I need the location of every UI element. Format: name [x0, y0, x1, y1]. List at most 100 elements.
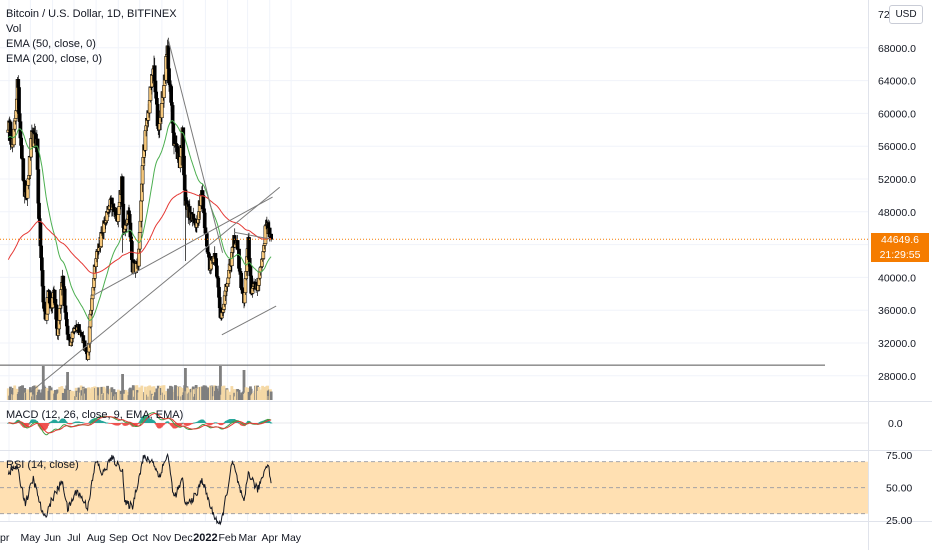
volume-bar [237, 389, 241, 400]
candle-body [260, 259, 264, 267]
candle-body [248, 266, 253, 277]
volume-bar [31, 386, 35, 400]
macd-hist-bar [180, 423, 184, 425]
volume-bar [167, 393, 171, 400]
volume-bar [66, 372, 69, 400]
candle-body [217, 297, 222, 308]
macd-hist-bar [7, 423, 10, 424]
volume-bar [112, 389, 116, 400]
volume-bar [258, 391, 262, 400]
candle-body [226, 277, 231, 284]
candle-body [155, 97, 159, 105]
macd-hist-bar [164, 423, 167, 424]
volume-bar [77, 387, 81, 400]
ema200-line [7, 190, 272, 274]
candle-body [64, 312, 68, 320]
volume-bar [254, 385, 258, 400]
candle-body [227, 270, 231, 279]
volume-bar [233, 392, 237, 400]
volume-bar [91, 387, 94, 400]
time-tick-label: Aug [87, 532, 106, 544]
candle-body [257, 271, 262, 279]
ema200-legend[interactable]: EMA (200, close, 0) [6, 53, 102, 65]
time-tick-label: Nov [153, 532, 172, 544]
candle-body [140, 183, 144, 202]
candle-body [222, 295, 227, 305]
macd-tick-label: 0.0 [888, 418, 903, 430]
candle-body [63, 305, 68, 313]
candle-body [247, 237, 251, 259]
rsi-line [7, 452, 272, 526]
time-tick-label: Jul [67, 532, 80, 544]
candle-body [200, 190, 205, 196]
candle-body [57, 320, 61, 330]
candle-body [53, 299, 58, 305]
time-tick-label: Sep [109, 532, 128, 544]
ema50-legend[interactable]: EMA (50, close, 0) [6, 38, 96, 50]
candle-body [89, 309, 93, 315]
volume-bar [152, 386, 156, 400]
candle-body [21, 158, 26, 181]
volume-bar [176, 386, 180, 400]
time-tick-label: Feb [219, 532, 237, 544]
candle-body [39, 245, 43, 258]
volume-bar [75, 390, 79, 400]
volume-bar [231, 389, 235, 400]
time-tick-label: Jun [44, 532, 61, 544]
chart-title[interactable]: Bitcoin / U.S. Dollar, 1D, BITFINEX [6, 8, 177, 20]
candle-body [222, 303, 226, 310]
volume-bar [115, 392, 119, 400]
volume-bar [43, 387, 47, 400]
candle-body [178, 156, 183, 168]
candle-body [65, 319, 69, 327]
candle-body [175, 144, 179, 147]
volume-bar [100, 386, 104, 400]
volume-bar [104, 391, 107, 400]
candle-body [153, 80, 158, 93]
candle-body [26, 178, 31, 186]
price-tick-label: 48000.0 [878, 207, 916, 219]
macd-hist-bar [18, 421, 21, 423]
macd-hist-bar [203, 421, 206, 423]
rsi-legend[interactable]: RSI (14, close) [6, 459, 79, 471]
candle-body [8, 122, 13, 142]
macd-hist-bar [81, 422, 84, 423]
volume-bar [13, 385, 17, 400]
macd-hist-bar [269, 422, 273, 424]
price-tick-label: 32000.0 [878, 338, 916, 350]
candle-body [182, 155, 186, 176]
countdown-tag: 21:29:55 [871, 248, 929, 262]
candle-body [121, 203, 126, 228]
price-tick-label: 36000.0 [878, 305, 916, 317]
candle-body [152, 65, 157, 82]
time-tick-label: Apr [262, 532, 279, 544]
candle-body [196, 219, 201, 224]
volume-bar [132, 390, 136, 400]
volume-legend[interactable]: Vol [6, 23, 22, 35]
macd-pane [0, 412, 868, 436]
macd-hist-bar [222, 423, 226, 424]
candle-body [154, 91, 158, 99]
candle-body [36, 169, 41, 204]
volume-bar [106, 385, 109, 400]
volume-bar [242, 370, 246, 400]
macd-hist-bar [204, 422, 207, 424]
macd-hist-bar [47, 423, 51, 424]
trend-line [221, 305, 277, 336]
axes: 28000.032000.036000.040000.044000.048000… [0, 9, 916, 544]
candle-body [91, 287, 96, 296]
time-tick-label: 2022 [193, 532, 217, 544]
macd-legend[interactable]: MACD (12, 26, close, 9, EMA, EMA) [6, 409, 184, 421]
trend-line [167, 39, 224, 253]
macd-line [8, 412, 272, 436]
currency-button[interactable]: USD [889, 5, 923, 24]
candle-body [243, 278, 248, 293]
candle-body [182, 174, 187, 191]
candle-body [140, 165, 145, 185]
volume-bar [154, 392, 157, 400]
volume-bar [223, 390, 227, 400]
price-tick-label: 40000.0 [878, 272, 916, 284]
volume-bar [181, 388, 184, 400]
candle-body [87, 326, 92, 344]
